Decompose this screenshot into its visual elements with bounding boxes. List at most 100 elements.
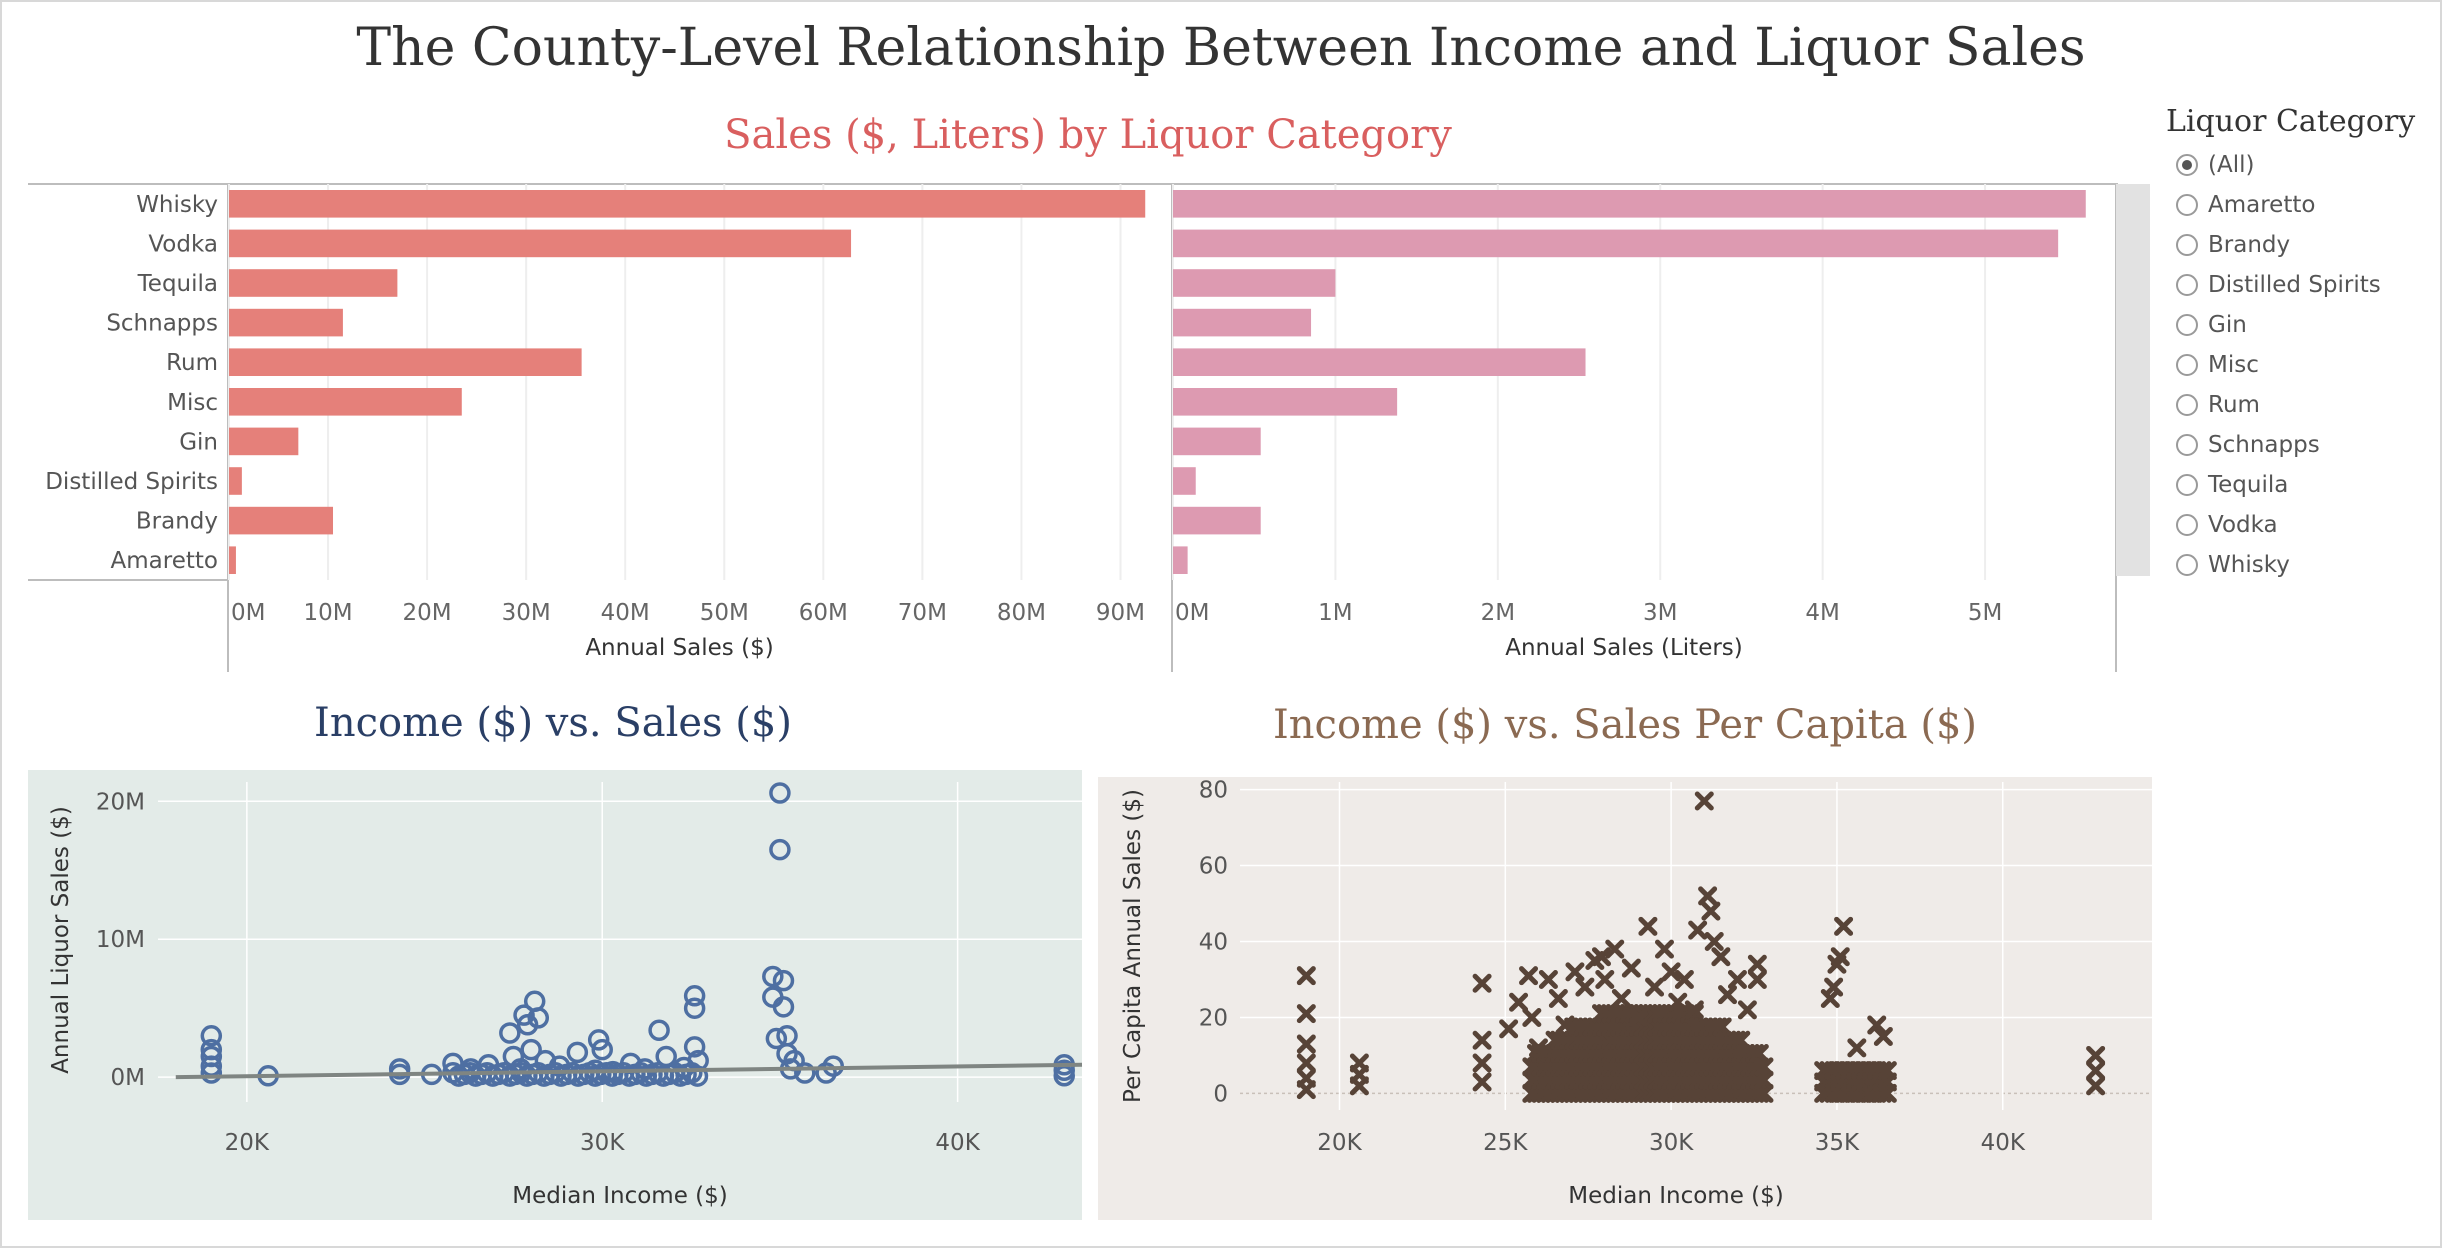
scatter1-point — [648, 1019, 670, 1042]
radio-icon[interactable] — [2176, 194, 2198, 216]
radio-icon[interactable] — [2176, 314, 2198, 336]
cross-icon — [1638, 916, 1658, 936]
scatter2-point — [1565, 962, 1585, 982]
scatter1-point — [762, 965, 784, 988]
scatter2-point — [1499, 1019, 1519, 1039]
sales-dollars-tick-label: 60M — [799, 600, 848, 626]
cross-icon — [1538, 969, 1558, 989]
cross-icon — [1555, 1015, 1575, 1035]
legend-option-all[interactable]: (All) — [2166, 145, 2436, 185]
cross-icon — [1873, 1026, 1893, 1046]
scatter1-point — [200, 1025, 223, 1047]
cross-icon — [1754, 1070, 1774, 1090]
cross-icon — [1296, 1004, 1316, 1024]
category-label-tequila: Tequila — [137, 271, 218, 297]
cross-icon — [1872, 1061, 1892, 1081]
cross-icon — [1867, 1015, 1887, 1035]
radio-icon[interactable] — [2176, 514, 2198, 536]
scatter2-point — [1595, 969, 1615, 989]
scatter2-point — [1708, 1017, 1728, 1037]
legend-option-vodka[interactable]: Vodka — [2166, 505, 2436, 545]
scatter1-y-axis-label: Annual Liquor Sales ($) — [48, 806, 74, 1074]
scatter1-point — [769, 782, 791, 804]
cross-icon — [1708, 1017, 1728, 1037]
scatter2-point — [2086, 1045, 2106, 1065]
scatter2-x-tick: 25K — [1483, 1130, 1528, 1156]
sales-dollars-tick-label: 20M — [403, 600, 452, 626]
scatter2-point — [1296, 966, 1316, 986]
legend-option-amaretto[interactable]: Amaretto — [2166, 185, 2436, 225]
sales-liters-bar-gin — [1173, 427, 1261, 456]
radio-icon[interactable] — [2176, 474, 2198, 496]
scatter2-point — [1296, 1053, 1316, 1073]
scatter2-point — [1830, 947, 1850, 967]
bars-scrollbar[interactable] — [2116, 184, 2150, 576]
legend-option-label: Whisky — [2208, 552, 2290, 578]
sales-liters-axis-label: Annual Sales (Liters) — [1505, 635, 1743, 661]
legend-option-distilled-spirits[interactable]: Distilled Spirits — [2166, 265, 2436, 305]
legend-option-rum[interactable]: Rum — [2166, 385, 2436, 425]
legend-title: Liquor Category — [2166, 104, 2416, 139]
scatter2-point — [1605, 939, 1625, 959]
sales-dollars-bar-whisky — [229, 190, 1146, 218]
radio-icon[interactable] — [2176, 234, 2198, 256]
legend-option-tequila[interactable]: Tequila — [2166, 465, 2436, 505]
legend-option-brandy[interactable]: Brandy — [2166, 225, 2436, 265]
scatter2-y-axis-label: Per Capita Annual Sales ($) — [1120, 789, 1146, 1103]
cross-icon — [1737, 1000, 1757, 1020]
scatter-per-capita-title: Income ($) vs. Sales Per Capita ($) — [1272, 702, 1978, 748]
legend-option-schnapps[interactable]: Schnapps — [2166, 425, 2436, 465]
scatter2-point — [1711, 947, 1731, 967]
cross-icon — [2086, 1061, 2106, 1081]
radio-icon[interactable] — [2176, 154, 2198, 176]
scatter2-point — [1654, 939, 1674, 959]
cross-icon — [1519, 966, 1539, 986]
sales-liters-bar-misc — [1173, 388, 1398, 416]
scatter1-point — [772, 996, 795, 1018]
cross-icon — [1654, 939, 1674, 959]
bars-chart-title: Sales ($, Liters) by Liquor Category — [724, 112, 1452, 158]
cross-icon — [1711, 947, 1731, 967]
scatter2-point — [1747, 969, 1767, 989]
scatter2-point — [1296, 1034, 1316, 1054]
legend-option-whisky[interactable]: Whisky — [2166, 545, 2436, 585]
sales-liters-bar-schnapps — [1173, 308, 1312, 337]
sales-dollars-tick-label: 40M — [601, 600, 650, 626]
cross-icon — [1621, 958, 1641, 978]
scatter2-point — [1668, 992, 1688, 1012]
radio-icon[interactable] — [2176, 554, 2198, 576]
cross-icon — [1749, 1044, 1769, 1064]
scatter2-point — [1727, 969, 1747, 989]
cross-icon — [1548, 988, 1568, 1008]
scatter2-point — [1745, 1044, 1765, 1064]
cross-icon — [1349, 1076, 1369, 1096]
legend-option-gin[interactable]: Gin — [2166, 305, 2436, 345]
radio-icon[interactable] — [2176, 274, 2198, 296]
page-title: The County-Level Relationship Between In… — [356, 18, 2086, 78]
radio-icon[interactable] — [2176, 394, 2198, 416]
sales-liters-tick-label: 0M — [1175, 600, 1209, 626]
cross-icon — [1712, 1017, 1732, 1037]
scatter2-point — [1621, 958, 1641, 978]
scatter2-point — [1555, 1015, 1575, 1035]
sales-dollars-bar-gin — [229, 427, 299, 456]
legend-option-misc[interactable]: Misc — [2166, 345, 2436, 385]
scatter1-point — [591, 1038, 613, 1061]
scatter1-point — [794, 1062, 816, 1084]
scatter2-point — [1872, 1061, 1892, 1081]
scatter2-x-tick: 20K — [1317, 1130, 1362, 1156]
scatter2-point — [1472, 1072, 1492, 1092]
legend-option-label: Brandy — [2208, 232, 2291, 258]
scatter2-point — [1698, 886, 1718, 906]
cross-icon — [1749, 1057, 1769, 1077]
cross-icon — [1611, 988, 1631, 1008]
scatter2-point — [1824, 977, 1844, 997]
radio-icon[interactable] — [2176, 354, 2198, 376]
cross-icon — [1674, 969, 1694, 989]
sales-dollars-axis-label: Annual Sales ($) — [585, 635, 773, 661]
cross-icon — [1704, 932, 1724, 952]
scatter1-point — [772, 969, 795, 992]
radio-icon[interactable] — [2176, 434, 2198, 456]
cross-icon — [1754, 1083, 1774, 1103]
scatter2-point — [1873, 1026, 1893, 1046]
